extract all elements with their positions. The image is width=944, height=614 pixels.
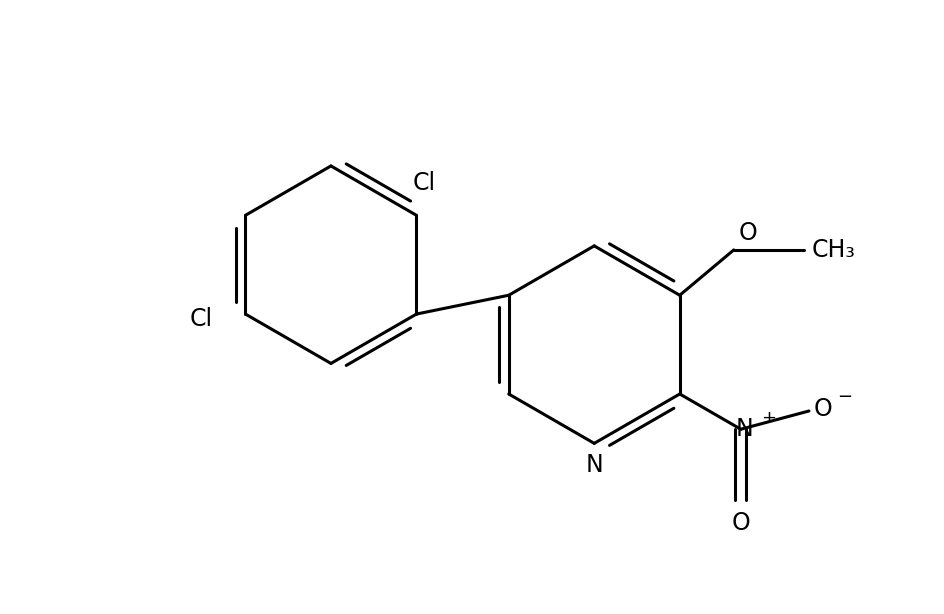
- Text: N: N: [585, 453, 603, 476]
- Text: O: O: [738, 221, 757, 245]
- Text: Cl: Cl: [413, 171, 435, 195]
- Text: +: +: [762, 409, 777, 427]
- Text: CH₃: CH₃: [812, 238, 855, 262]
- Text: N: N: [735, 418, 753, 441]
- Text: −: −: [837, 388, 852, 406]
- Text: O: O: [732, 511, 750, 535]
- Text: Cl: Cl: [190, 307, 212, 331]
- Text: O: O: [814, 397, 833, 421]
